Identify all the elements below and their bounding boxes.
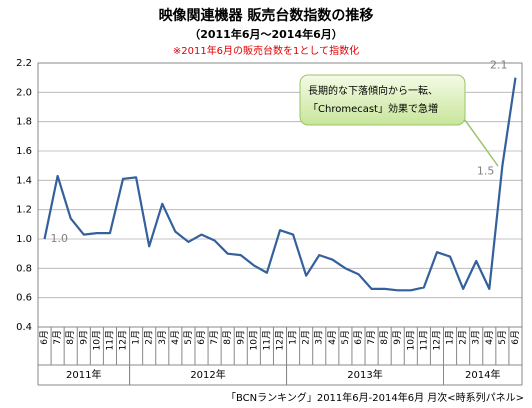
x-tick-label: 6月 [196, 330, 207, 345]
x-tick-label: 10月 [91, 330, 102, 350]
x-tick-label: 2月 [144, 330, 155, 345]
chart-subtitle: （2011年6月～2014年6月） [189, 27, 343, 41]
x-tick-label: 7月 [52, 330, 63, 345]
y-tick-label: 0.6 [16, 293, 32, 304]
x-tick-label: 5月 [340, 330, 351, 345]
x-tick-label: 11月 [104, 330, 115, 350]
y-tick-label: 1.8 [16, 117, 32, 128]
y-tick-label: 0.8 [16, 263, 32, 274]
x-tick-label: 8月 [65, 330, 76, 345]
x-group-label: 2011年 [66, 368, 101, 381]
source: 「BCNランキング」2011年6月-2014年6月 月次<時系列パネル> [226, 391, 524, 404]
x-tick-label: 10月 [248, 330, 259, 350]
y-tick-label: 1.2 [16, 205, 32, 216]
x-tick-label: 4月 [170, 330, 181, 345]
data-label: 2.1 [490, 59, 508, 72]
callout-text: 長期的な下落傾向から一転、 [308, 84, 438, 97]
plot-area: 0.40.60.81.01.21.41.61.82.02.26月 7月 8月 9月 10… [16, 58, 523, 386]
x-tick-label: 6月 [39, 330, 50, 345]
y-tick-label: 1.6 [16, 146, 32, 157]
x-tick-label: 5月 [183, 330, 194, 345]
chart-note: ※2011年6月の販売台数を1として指数化 [173, 44, 359, 57]
y-tick-label: 2.2 [16, 58, 32, 69]
x-tick-label: 10月 [405, 330, 416, 350]
x-tick-label: 11月 [261, 330, 272, 350]
x-group-label: 2013年 [347, 368, 382, 381]
y-tick-label: 1.0 [16, 234, 32, 245]
x-tick-label: 5月 [497, 330, 508, 345]
x-group-label: 2012年 [190, 368, 225, 381]
x-tick-label: 1月 [131, 330, 142, 345]
x-tick-label: 9月 [392, 330, 403, 345]
x-group-label: 2014年 [465, 368, 500, 381]
x-tick-label: 9月 [78, 330, 89, 345]
x-tick-label: 7月 [209, 330, 220, 345]
x-tick-label: 6月 [353, 330, 364, 345]
x-tick-label: 4月 [327, 330, 338, 345]
data-label: 1.0 [51, 232, 69, 245]
x-tick-label: 6月 [510, 330, 521, 345]
x-tick-label: 11月 [418, 330, 429, 350]
x-tick-label: 8月 [379, 330, 390, 345]
y-tick-label: 1.4 [16, 175, 32, 186]
x-tick-label: 1月 [445, 330, 456, 345]
x-tick-label: 7月 [366, 330, 377, 345]
x-tick-label: 2月 [301, 330, 312, 345]
x-tick-label: 8月 [222, 330, 233, 345]
callout-pointer [464, 119, 499, 167]
x-tick-label: 1月 [288, 330, 299, 345]
x-tick-label: 3月 [157, 330, 168, 345]
data-label: 1.5 [477, 165, 495, 178]
x-tick-label: 3月 [314, 330, 325, 345]
x-tick-label: 9月 [235, 330, 246, 345]
callout-box [299, 74, 466, 126]
x-tick-label: 2月 [458, 330, 469, 345]
x-tick-label: 12月 [275, 330, 286, 350]
line-series [43, 77, 517, 292]
plot-border [37, 62, 523, 328]
x-tick-label: 12月 [118, 330, 129, 350]
y-tick-label: 0.4 [16, 322, 32, 333]
y-tick-label: 2.0 [16, 87, 32, 98]
x-tick-label: 12月 [431, 330, 442, 350]
x-tick-label: 4月 [484, 330, 495, 345]
chart-title: 映像関連機器 販売台数指数の推移 [159, 7, 374, 24]
callout-text: 「Chromecast」効果で急増 [308, 102, 438, 115]
x-tick-label: 3月 [471, 330, 482, 345]
